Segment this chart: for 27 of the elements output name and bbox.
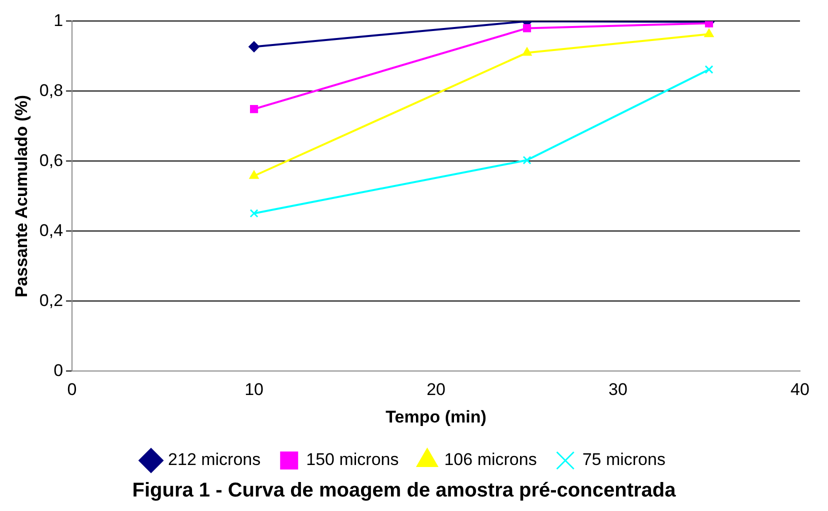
legend-label: 212 microns — [168, 450, 261, 470]
point — [522, 47, 532, 56]
x-tick-label: 40 — [790, 380, 810, 400]
point — [250, 105, 258, 114]
x-tick-label: 10 — [244, 380, 264, 400]
x-axis-title: Tempo (min) — [386, 407, 486, 426]
y-tick-label: 0,6 — [39, 150, 64, 170]
text: Figura 1 - Curva de moagem de amostra pré-concentrada — [132, 480, 677, 502]
legend-label: 150 microns — [306, 450, 399, 470]
y-tick-label: 1 — [54, 10, 64, 30]
x-tick-label: 30 — [608, 380, 628, 400]
y-tick-label: 0,2 — [39, 290, 64, 310]
point — [704, 28, 714, 38]
point — [522, 156, 532, 164]
legend-label: 106 microns — [444, 450, 537, 470]
point — [250, 209, 258, 218]
y-tick-label: 0,8 — [39, 80, 64, 100]
x-tick-label: 0 — [67, 380, 77, 400]
y-tick-label: 0,4 — [39, 220, 64, 240]
x-tick-label: 20 — [426, 380, 446, 400]
point — [704, 65, 714, 74]
point — [249, 170, 259, 179]
point — [522, 24, 532, 32]
y-axis-title: Passante Acumulado (%) — [12, 94, 31, 298]
y-tick-label: 0 — [54, 360, 64, 380]
point — [248, 41, 260, 52]
legend-label: 75 microns — [582, 450, 666, 470]
